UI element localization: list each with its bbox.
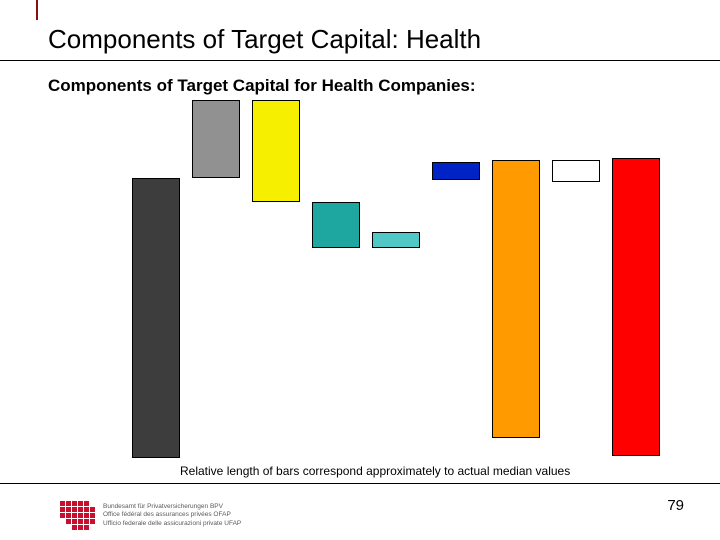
bar-b9 [612, 158, 660, 456]
footer-logo: Bundesamt für Privatversicherungen BPV O… [60, 501, 241, 530]
bar-chart [120, 100, 680, 460]
bar-b2 [192, 100, 240, 178]
slide: Components of Target Capital: Health Com… [0, 0, 720, 540]
logo-mark-icon [60, 501, 95, 530]
logo-line-3: Ufficio federale delle assicurazioni pri… [103, 520, 241, 528]
bar-b8 [552, 160, 600, 182]
chart-note: Relative length of bars correspond appro… [180, 464, 570, 478]
bar-b6 [432, 162, 480, 180]
slide-title: Components of Target Capital: Health [48, 24, 481, 55]
page-number: 79 [667, 497, 684, 514]
slide-subtitle: Components of Target Capital for Health … [48, 76, 476, 96]
title-divider [0, 60, 720, 61]
logo-line-2: Office fédéral des assurances privées OF… [103, 511, 241, 519]
bar-b7 [492, 160, 540, 438]
logo-text: Bundesamt für Privatversicherungen BPV O… [103, 503, 241, 527]
bar-b3 [252, 100, 300, 202]
bar-b1 [132, 178, 180, 458]
footer-divider [0, 483, 720, 484]
bar-b4 [312, 202, 360, 248]
bar-b5 [372, 232, 420, 248]
accent-vertical-bar [36, 0, 38, 20]
logo-line-1: Bundesamt für Privatversicherungen BPV [103, 503, 241, 511]
